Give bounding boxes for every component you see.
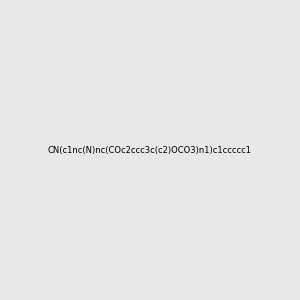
Text: CN(c1nc(N)nc(COc2ccc3c(c2)OCO3)n1)c1ccccc1: CN(c1nc(N)nc(COc2ccc3c(c2)OCO3)n1)c1cccc… — [48, 146, 252, 154]
